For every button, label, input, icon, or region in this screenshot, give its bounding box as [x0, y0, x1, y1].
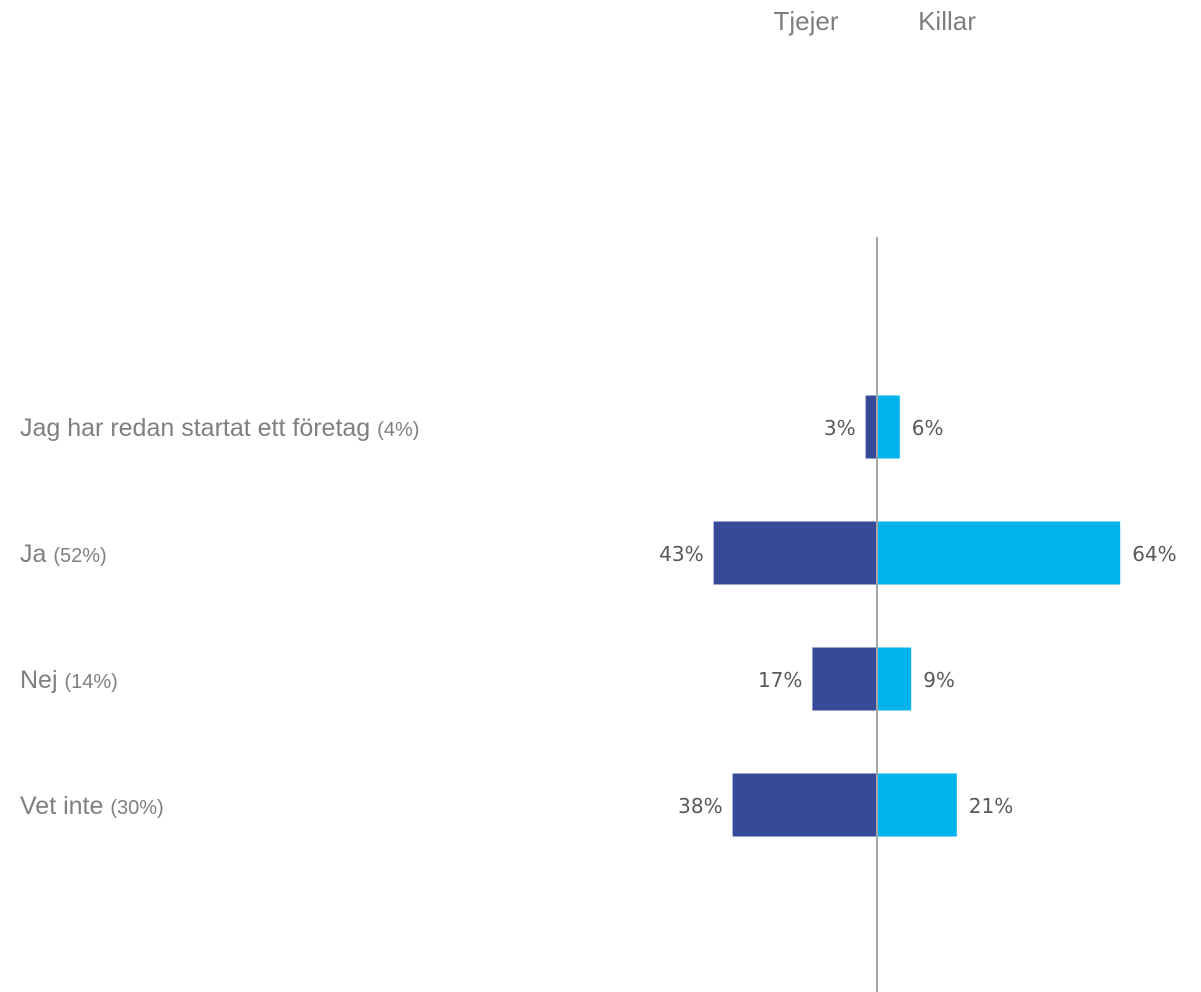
- data-label-killar: 9%: [923, 668, 955, 692]
- bar-killar: [877, 521, 1121, 585]
- legend-label-killar: Killar: [918, 6, 976, 36]
- category-label: Nej (14%): [20, 666, 118, 694]
- bar-killar: [877, 395, 900, 459]
- category-label-text: Jag har redan startat ett företag: [20, 414, 377, 442]
- category-total: (52%): [53, 545, 106, 567]
- data-label-tjejer: 17%: [758, 668, 802, 692]
- data-label-killar: 6%: [912, 416, 944, 440]
- value-labels: 3% 6% 43% 64% 17% 9% 38% 21%: [659, 416, 1177, 818]
- data-label-tjejer: 3%: [824, 416, 856, 440]
- category-total: (30%): [110, 797, 163, 819]
- legend-label-tjejer: Tjejer: [773, 6, 838, 36]
- category-label-text: Vet inte: [20, 792, 110, 820]
- category-label: Ja (52%): [20, 540, 107, 568]
- bar-tjejer: [812, 647, 877, 711]
- category-total: (14%): [64, 671, 117, 693]
- bar-tjejer: [713, 521, 877, 585]
- legend: Tjejer Killar: [773, 6, 976, 36]
- category-label: Jag har redan startat ett företag (4%): [20, 414, 419, 442]
- category-label-text: Ja: [20, 540, 53, 568]
- data-label-tjejer: 38%: [678, 794, 722, 818]
- bar-killar: [877, 647, 912, 711]
- category-label-text: Nej: [20, 666, 64, 694]
- bar-killar: [877, 773, 957, 837]
- bar-tjejer: [732, 773, 877, 837]
- category-label: Vet inte (30%): [20, 792, 164, 820]
- data-label-tjejer: 43%: [659, 542, 703, 566]
- data-label-killar: 64%: [1132, 542, 1176, 566]
- category-total: (4%): [377, 419, 419, 441]
- category-labels: Jag har redan startat ett företag (4%)Ja…: [20, 414, 419, 820]
- data-label-killar: 21%: [969, 794, 1013, 818]
- bar-tjejer: [865, 395, 877, 459]
- bars: [713, 395, 1121, 837]
